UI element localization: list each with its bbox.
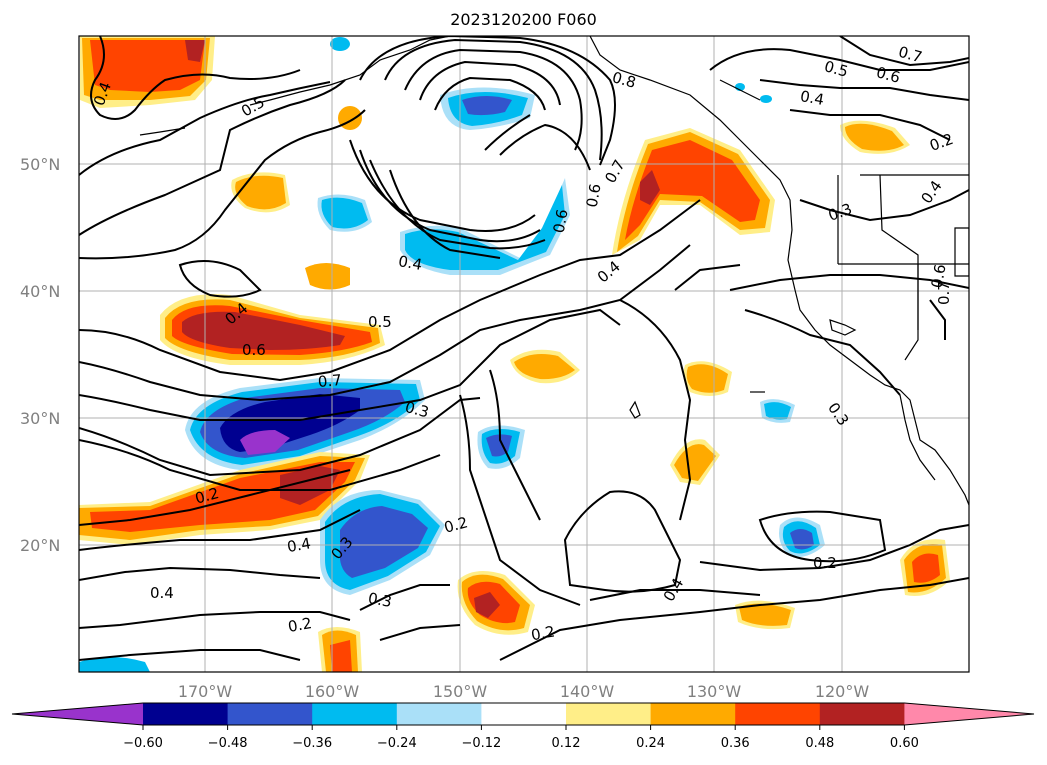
lon-label: 170°W (178, 682, 233, 701)
lat-label: 40°N (20, 282, 60, 301)
contour-label: 0.4 (150, 584, 174, 602)
graticule (79, 36, 969, 672)
colorbar-tick-label: −0.48 (208, 736, 248, 751)
contour-label: 0.7 (317, 371, 342, 391)
lat-label: 30°N (20, 409, 60, 428)
lon-label: 130°W (687, 682, 742, 701)
contour-low-outer (359, 36, 616, 166)
colorbar-segment (819, 703, 905, 725)
colorbar-segment (735, 703, 821, 725)
colorbar-segment (396, 703, 482, 725)
colorbar-tick-label: −0.60 (123, 736, 163, 751)
colorbar-tick-label: −0.12 (461, 736, 501, 751)
contour-label: 0.2 (530, 622, 557, 644)
shaded-anomalies (79, 36, 950, 672)
contour-label: 0.7 (935, 281, 953, 305)
colorbar-tick-label: 0.24 (636, 736, 665, 751)
lon-label: 120°W (815, 682, 870, 701)
lon-label: 140°W (560, 682, 615, 701)
contour-label: 0.6 (242, 341, 266, 359)
contour-label: 0.5 (822, 57, 850, 81)
contour-label: 0.2 (813, 554, 837, 572)
contour-label: 0.5 (368, 313, 392, 331)
colorbar: −0.60 −0.48 −0.36 −0.24 −0.12 0.12 0.24 0.36 0.4… (11, 702, 1035, 751)
contour-label: 0.4 (286, 534, 313, 556)
contour-label: 0.8 (610, 68, 638, 92)
colorbar-tick-label: 0.36 (721, 736, 750, 751)
lat-label: 50°N (20, 155, 60, 174)
colorbar-segment (650, 703, 736, 725)
longitude-labels: 170°W 160°W 150°W 140°W 130°W 120°W (178, 682, 870, 701)
colorbar-tick-label: −0.24 (377, 736, 417, 751)
contour-label: 0.2 (287, 614, 314, 636)
contour-label: 0.2 (193, 484, 221, 508)
contour-label: 0.6 (583, 182, 605, 209)
coastlines (139, 36, 969, 506)
map-frame (78, 35, 970, 673)
map-content: 0.4 0.5 0.6 0.7 0.4 0.5 0.6 0.7 0.6 0.4 … (79, 36, 969, 672)
contour-label: 0.3 (367, 589, 394, 611)
colorbar-extend-low (12, 703, 143, 725)
colorbar-tick-label: 0.12 (552, 736, 581, 751)
lat-label: 20°N (20, 536, 60, 555)
colorbar-segment (227, 703, 313, 725)
lon-label: 150°W (433, 682, 488, 701)
latitude-labels: 50°N 40°N 30°N 20°N (20, 155, 60, 555)
contour-label: 0.4 (397, 252, 424, 274)
colorbar-tick-label: 0.60 (890, 736, 919, 751)
contour-label: 0.6 (874, 63, 902, 87)
lon-label: 160°W (305, 682, 360, 701)
colorbar-tick-label: −0.36 (292, 736, 332, 751)
contour-label: 0.7 (896, 43, 924, 67)
contour-label: 0.6 (550, 208, 572, 235)
contour-label: 0.4 (799, 87, 826, 109)
map-title: 2023120200 F060 (450, 10, 597, 29)
colorbar-tick-label: 0.48 (805, 736, 834, 751)
contour-label: 0.6 (928, 263, 950, 290)
contour-label: 0.3 (403, 398, 431, 422)
colorbar-segment (481, 703, 567, 725)
colorbar-segment (566, 703, 652, 725)
colorbar-segment (143, 703, 229, 725)
colorbar-extend-high (904, 703, 1034, 725)
contour-lines (79, 36, 969, 661)
contour-label: 0.2 (442, 513, 470, 537)
colorbar-segment (312, 703, 398, 725)
